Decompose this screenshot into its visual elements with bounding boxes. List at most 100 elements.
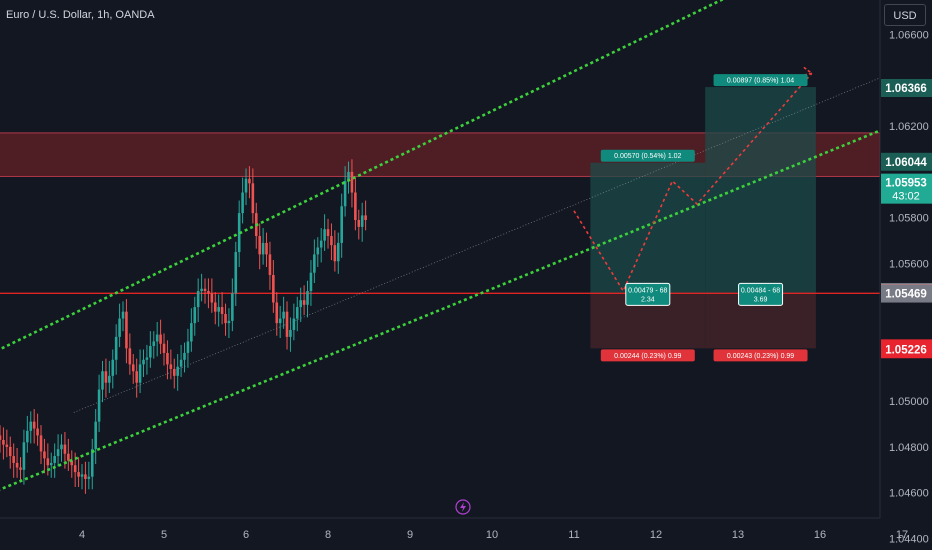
candle: [149, 331, 152, 368]
candle-body: [104, 371, 108, 383]
candle: [114, 324, 118, 375]
candle: [87, 461, 91, 490]
candle: [278, 305, 282, 339]
candle-body: [43, 451, 46, 459]
candle-body: [203, 288, 207, 292]
candle-body: [248, 178, 251, 184]
candle-body: [125, 311, 128, 349]
candle-body: [8, 446, 12, 457]
candle: [347, 161, 350, 194]
x-tick-label: 13: [732, 529, 744, 541]
candle: [56, 434, 60, 467]
candle: [162, 333, 166, 366]
candle: [251, 168, 255, 224]
candle: [111, 349, 115, 389]
candle-body: [313, 254, 316, 273]
candle: [234, 241, 238, 306]
candle: [152, 331, 156, 359]
candle-body: [220, 307, 224, 314]
candle: [8, 436, 12, 469]
candle-body: [336, 242, 340, 262]
candle: [241, 177, 244, 224]
x-tick-label: 12: [650, 529, 662, 541]
stop-label: 0.00243 (0.23%) 0.99: [727, 353, 794, 360]
candle-body: [155, 334, 159, 342]
candle-body: [234, 252, 238, 294]
candle: [22, 429, 26, 485]
candle: [292, 303, 296, 341]
candle-body: [2, 440, 5, 445]
candle-body: [227, 320, 231, 324]
candle-body: [357, 220, 361, 227]
candle-body: [152, 341, 156, 347]
candle: [186, 328, 190, 368]
candle: [183, 342, 186, 373]
candle: [70, 450, 74, 478]
entry-label-line2: 3.69: [754, 296, 768, 303]
candle-body: [97, 389, 101, 422]
price-label: 1.05226: [885, 344, 927, 356]
candle-body: [60, 444, 63, 450]
stop-label-box: [713, 349, 808, 362]
candle-body: [70, 460, 74, 466]
candle-body: [309, 272, 313, 292]
price-label-box: [881, 173, 932, 204]
stop-label: 0.00244 (0.23%) 0.99: [614, 353, 681, 360]
projection-path: [573, 72, 813, 293]
x-tick-label: 4: [79, 529, 85, 541]
candle-body: [261, 242, 265, 255]
candle: [200, 273, 203, 302]
target-label: 0.00570 (0.54%) 1.02: [614, 153, 681, 160]
candle-body: [275, 302, 279, 324]
candle: [5, 429, 9, 458]
candle: [49, 452, 53, 478]
candle-body: [101, 371, 104, 390]
candle: [343, 166, 347, 217]
price-label-box: [881, 152, 932, 171]
candle-body: [56, 449, 60, 457]
candle: [159, 319, 162, 355]
candle-body: [138, 364, 142, 383]
candle: [128, 333, 132, 375]
candle-body: [149, 346, 152, 358]
countdown-label: 43:02: [892, 191, 920, 203]
x-tick-label: 6: [243, 529, 249, 541]
candle: [67, 438, 70, 471]
plot-area: 0.00570 (0.54%) 1.02 0.00479 - 68 2.34 0.00…: [0, 0, 880, 494]
symbol-title[interactable]: Euro / U.S. Dollar, 1h, OANDA: [6, 9, 155, 21]
candle-body: [80, 474, 84, 477]
x-tick-label: 9: [407, 529, 413, 541]
x-tick-label: 16: [814, 529, 826, 541]
candle-body: [241, 192, 244, 214]
candle: [193, 296, 197, 336]
candle-body: [292, 318, 296, 330]
candle: [90, 438, 94, 490]
candle-body: [251, 183, 255, 214]
candle: [319, 228, 323, 263]
currency-button[interactable]: USD: [884, 4, 926, 26]
candle: [258, 223, 261, 270]
candle: [357, 209, 361, 240]
x-tick-label: 11: [568, 529, 579, 541]
candle: [231, 278, 234, 332]
target-label: 0.00897 (0.85%) 1.04: [727, 78, 794, 85]
profit-zone-2: [705, 87, 816, 294]
candle: [217, 294, 220, 327]
target-label-box: [713, 74, 808, 87]
candle: [36, 413, 39, 446]
candle-body: [190, 323, 193, 342]
candle-body: [46, 458, 50, 466]
candle-body: [295, 307, 299, 319]
candle-body: [94, 421, 97, 450]
candle: [12, 443, 15, 478]
candle-body: [63, 444, 67, 454]
candle-body: [289, 330, 292, 337]
candle-body: [207, 291, 210, 294]
candle: [94, 409, 97, 465]
candle: [169, 349, 173, 380]
candle-body: [111, 359, 115, 376]
candle-body: [282, 311, 285, 319]
candle-body: [360, 215, 364, 227]
candle-body: [354, 192, 357, 220]
